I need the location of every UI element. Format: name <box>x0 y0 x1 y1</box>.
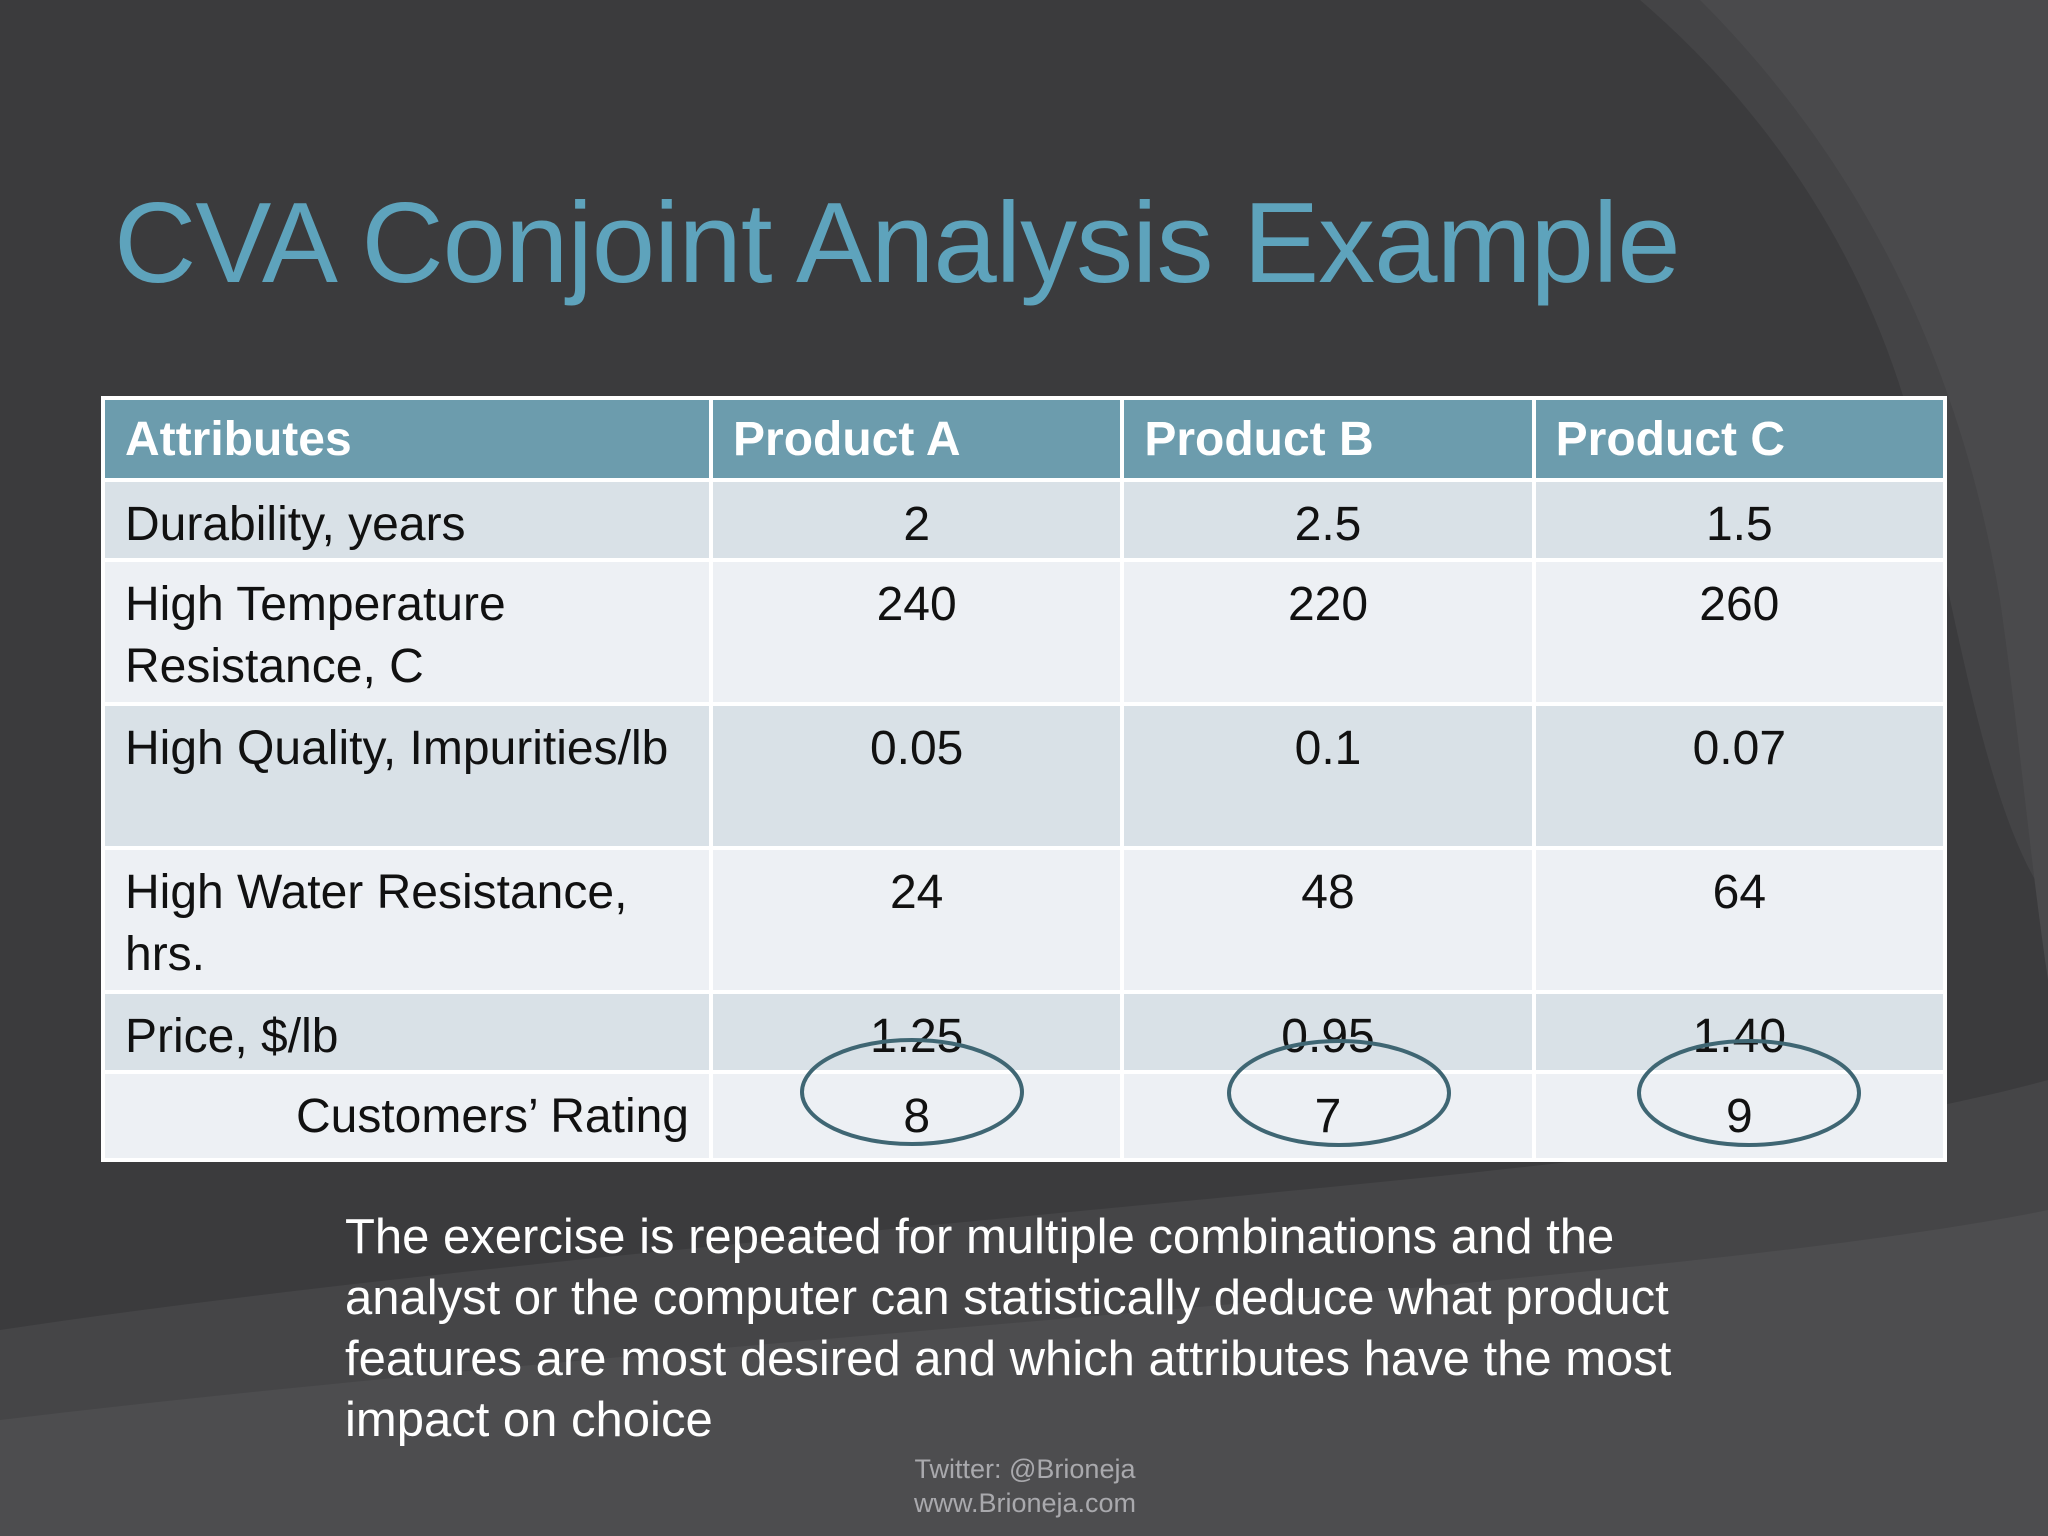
cell-product-b: 0.95 <box>1124 994 1532 1070</box>
attribute-label: Customers’ Rating <box>105 1074 709 1158</box>
cell-product-c: 64 <box>1535 850 1943 990</box>
table-row: Durability, years 2 2.5 1.5 <box>105 482 1943 558</box>
attribute-label: High Water Resistance, hrs. <box>105 850 709 990</box>
cell-product-a: 2 <box>713 482 1121 558</box>
header-product-a: Product A <box>713 400 1121 478</box>
cell-product-c: 0.07 <box>1535 706 1943 846</box>
attribute-label: Price, $/lb <box>105 994 709 1070</box>
table-row-rating: Customers’ Rating 8 7 9 <box>105 1074 1943 1158</box>
cell-product-a: 24 <box>713 850 1121 990</box>
attribute-label: High Quality, Impurities/lb <box>105 706 709 846</box>
rating-product-a: 8 <box>713 1074 1121 1158</box>
table-header-row: Attributes Product A Product B Product C <box>105 400 1943 478</box>
cell-product-a: 240 <box>713 562 1121 702</box>
footer-website: www.Brioneja.com <box>913 1488 1137 1518</box>
cell-product-b: 0.1 <box>1124 706 1532 846</box>
footer-twitter: Twitter: @Brioneja <box>914 1454 1136 1484</box>
cell-product-b: 48 <box>1124 850 1532 990</box>
attribute-label: Durability, years <box>105 482 709 558</box>
cell-product-c: 260 <box>1535 562 1943 702</box>
slide-body-text: The exercise is repeated for multiple co… <box>345 1210 1672 1447</box>
header-product-b: Product B <box>1124 400 1532 478</box>
table-row: High Temperature Resistance, C 240 220 2… <box>105 562 1943 702</box>
header-attributes: Attributes <box>105 400 709 478</box>
cell-product-b: 2.5 <box>1124 482 1532 558</box>
attribute-label: High Temperature Resistance, C <box>105 562 709 702</box>
rating-product-b: 7 <box>1124 1074 1532 1158</box>
cell-product-c: 1.40 <box>1535 994 1943 1070</box>
cell-product-a: 0.05 <box>713 706 1121 846</box>
rating-product-c: 9 <box>1535 1074 1943 1158</box>
table-row: High Water Resistance, hrs. 24 48 64 <box>105 850 1943 990</box>
cell-product-a: 1.25 <box>713 994 1121 1070</box>
attributes-table: Attributes Product A Product B Product C… <box>101 396 1947 1162</box>
slide-title: CVA Conjoint Analysis Example <box>114 180 1681 307</box>
table-row: High Quality, Impurities/lb 0.05 0.1 0.0… <box>105 706 1943 846</box>
slide-footer: Twitter: @Brioneja www.Brioneja.com <box>850 1452 1200 1520</box>
header-product-c: Product C <box>1535 400 1943 478</box>
cell-product-c: 1.5 <box>1535 482 1943 558</box>
table-row: Price, $/lb 1.25 0.95 1.40 <box>105 994 1943 1070</box>
cell-product-b: 220 <box>1124 562 1532 702</box>
